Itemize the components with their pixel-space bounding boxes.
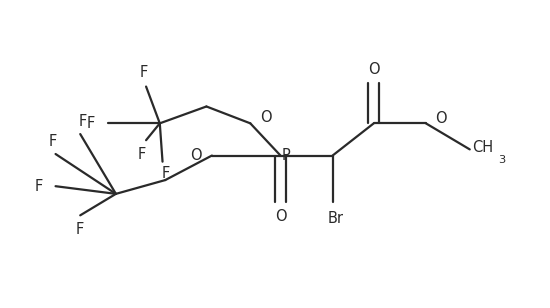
Text: F: F: [35, 179, 43, 194]
Text: F: F: [139, 65, 147, 80]
Text: Br: Br: [327, 211, 343, 226]
Text: CH: CH: [472, 140, 494, 155]
Text: 3: 3: [498, 155, 505, 165]
Text: F: F: [87, 116, 95, 131]
Text: F: F: [79, 114, 87, 129]
Text: F: F: [76, 222, 84, 237]
Text: O: O: [260, 110, 272, 125]
Text: F: F: [161, 166, 169, 181]
Text: O: O: [436, 111, 447, 126]
Text: F: F: [138, 147, 146, 161]
Text: F: F: [49, 134, 57, 149]
Text: O: O: [368, 62, 380, 77]
Text: P: P: [282, 148, 290, 163]
Text: O: O: [190, 148, 201, 163]
Text: O: O: [274, 209, 287, 224]
